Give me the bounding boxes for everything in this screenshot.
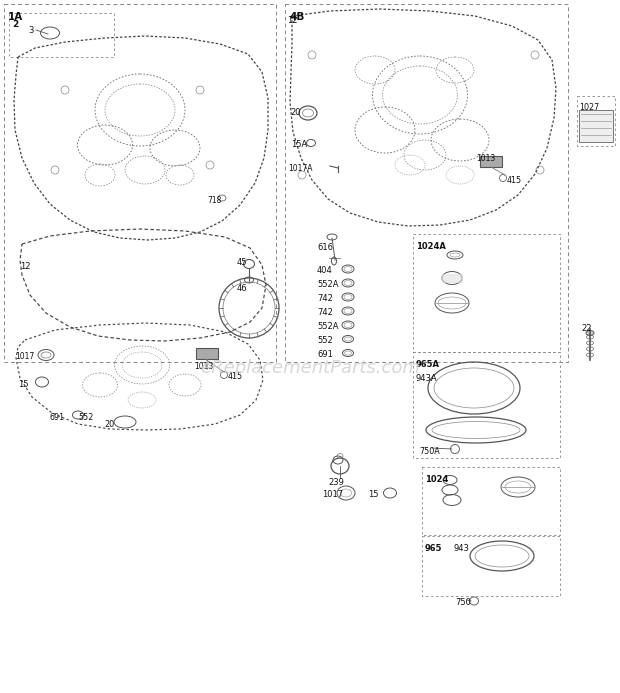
Text: 943A: 943A <box>416 374 438 383</box>
Text: 616: 616 <box>317 243 333 252</box>
Text: 1024A: 1024A <box>416 242 446 251</box>
Text: 552A: 552A <box>317 322 339 331</box>
Text: 404: 404 <box>317 266 333 275</box>
Text: 20: 20 <box>290 108 301 117</box>
Text: 20: 20 <box>104 420 114 429</box>
Text: 691: 691 <box>50 413 65 422</box>
Text: 45: 45 <box>237 258 247 267</box>
Text: 15A: 15A <box>291 140 308 149</box>
Text: 552A: 552A <box>317 280 339 289</box>
Bar <box>422 536 560 596</box>
Text: 46: 46 <box>237 284 247 293</box>
Text: 22: 22 <box>581 324 591 333</box>
Text: 552: 552 <box>78 413 94 422</box>
Text: 965: 965 <box>425 544 443 553</box>
Text: 742: 742 <box>317 308 333 317</box>
Bar <box>480 156 502 167</box>
Text: 15: 15 <box>18 380 29 389</box>
Text: 239: 239 <box>328 478 344 487</box>
Text: 1017: 1017 <box>322 490 343 499</box>
Text: 750: 750 <box>455 598 471 607</box>
Text: 12: 12 <box>287 16 298 25</box>
Text: 691: 691 <box>317 350 333 359</box>
Text: 718: 718 <box>207 196 221 205</box>
Text: 1024: 1024 <box>425 475 448 484</box>
Text: 4B: 4B <box>289 12 304 22</box>
Bar <box>413 234 560 352</box>
Ellipse shape <box>586 331 594 335</box>
Text: 12: 12 <box>20 262 30 271</box>
Text: 1017: 1017 <box>15 352 34 361</box>
Text: 1013: 1013 <box>476 154 495 163</box>
Bar <box>9 13 114 57</box>
Bar <box>196 348 218 359</box>
Text: 3: 3 <box>28 26 33 35</box>
Bar <box>577 96 615 146</box>
Text: 742: 742 <box>317 294 333 303</box>
Bar <box>422 467 560 535</box>
Text: 750A: 750A <box>419 447 440 456</box>
Text: 943: 943 <box>454 544 470 553</box>
Bar <box>579 110 613 142</box>
Text: eReplacementParts.com: eReplacementParts.com <box>200 359 420 377</box>
Text: 552: 552 <box>317 336 333 345</box>
Text: 1A: 1A <box>8 12 24 22</box>
Text: 1013: 1013 <box>194 362 213 371</box>
Text: 415: 415 <box>228 372 243 381</box>
Bar <box>4 4 276 362</box>
Text: 1027: 1027 <box>579 103 600 112</box>
Text: 965A: 965A <box>416 360 440 369</box>
Text: 1017A: 1017A <box>288 164 312 173</box>
Bar <box>285 4 568 362</box>
Text: 415: 415 <box>507 176 522 185</box>
Text: 15: 15 <box>368 490 378 499</box>
Text: 2: 2 <box>12 20 18 29</box>
Bar <box>413 352 560 458</box>
